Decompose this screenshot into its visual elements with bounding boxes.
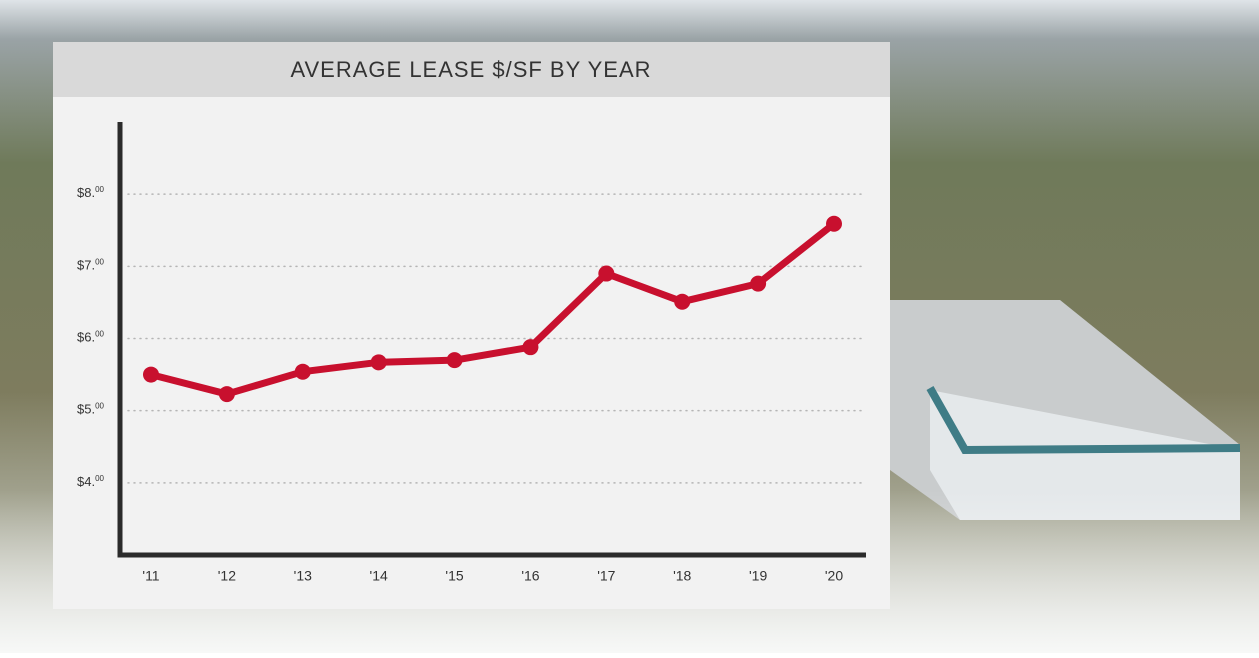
x-tick-label: '17 bbox=[597, 568, 615, 584]
chart-card bbox=[53, 42, 890, 609]
data-point bbox=[447, 352, 463, 368]
data-point bbox=[219, 386, 235, 402]
x-tick-label: '13 bbox=[294, 568, 312, 584]
x-tick-label: '11 bbox=[142, 568, 159, 584]
x-tick-label: '19 bbox=[749, 568, 767, 584]
x-tick-label: '20 bbox=[825, 568, 843, 584]
data-point bbox=[371, 354, 387, 370]
x-tick-label: '15 bbox=[445, 568, 463, 584]
data-point bbox=[295, 364, 311, 380]
data-point bbox=[826, 216, 842, 232]
x-tick-label: '16 bbox=[521, 568, 539, 584]
data-point bbox=[750, 276, 766, 292]
page: AVERAGE LEASE $/SF BY YEAR $4.00$5.00$6.… bbox=[0, 0, 1259, 653]
data-point bbox=[598, 266, 614, 282]
x-tick-label: '18 bbox=[673, 568, 691, 584]
data-point bbox=[143, 367, 159, 383]
data-point bbox=[522, 339, 538, 355]
x-tick-label: '14 bbox=[370, 568, 388, 584]
chart-title: AVERAGE LEASE $/SF BY YEAR bbox=[290, 57, 651, 82]
chart: AVERAGE LEASE $/SF BY YEAR $4.00$5.00$6.… bbox=[0, 0, 1259, 653]
x-tick-label: '12 bbox=[218, 568, 236, 584]
data-point bbox=[674, 294, 690, 310]
